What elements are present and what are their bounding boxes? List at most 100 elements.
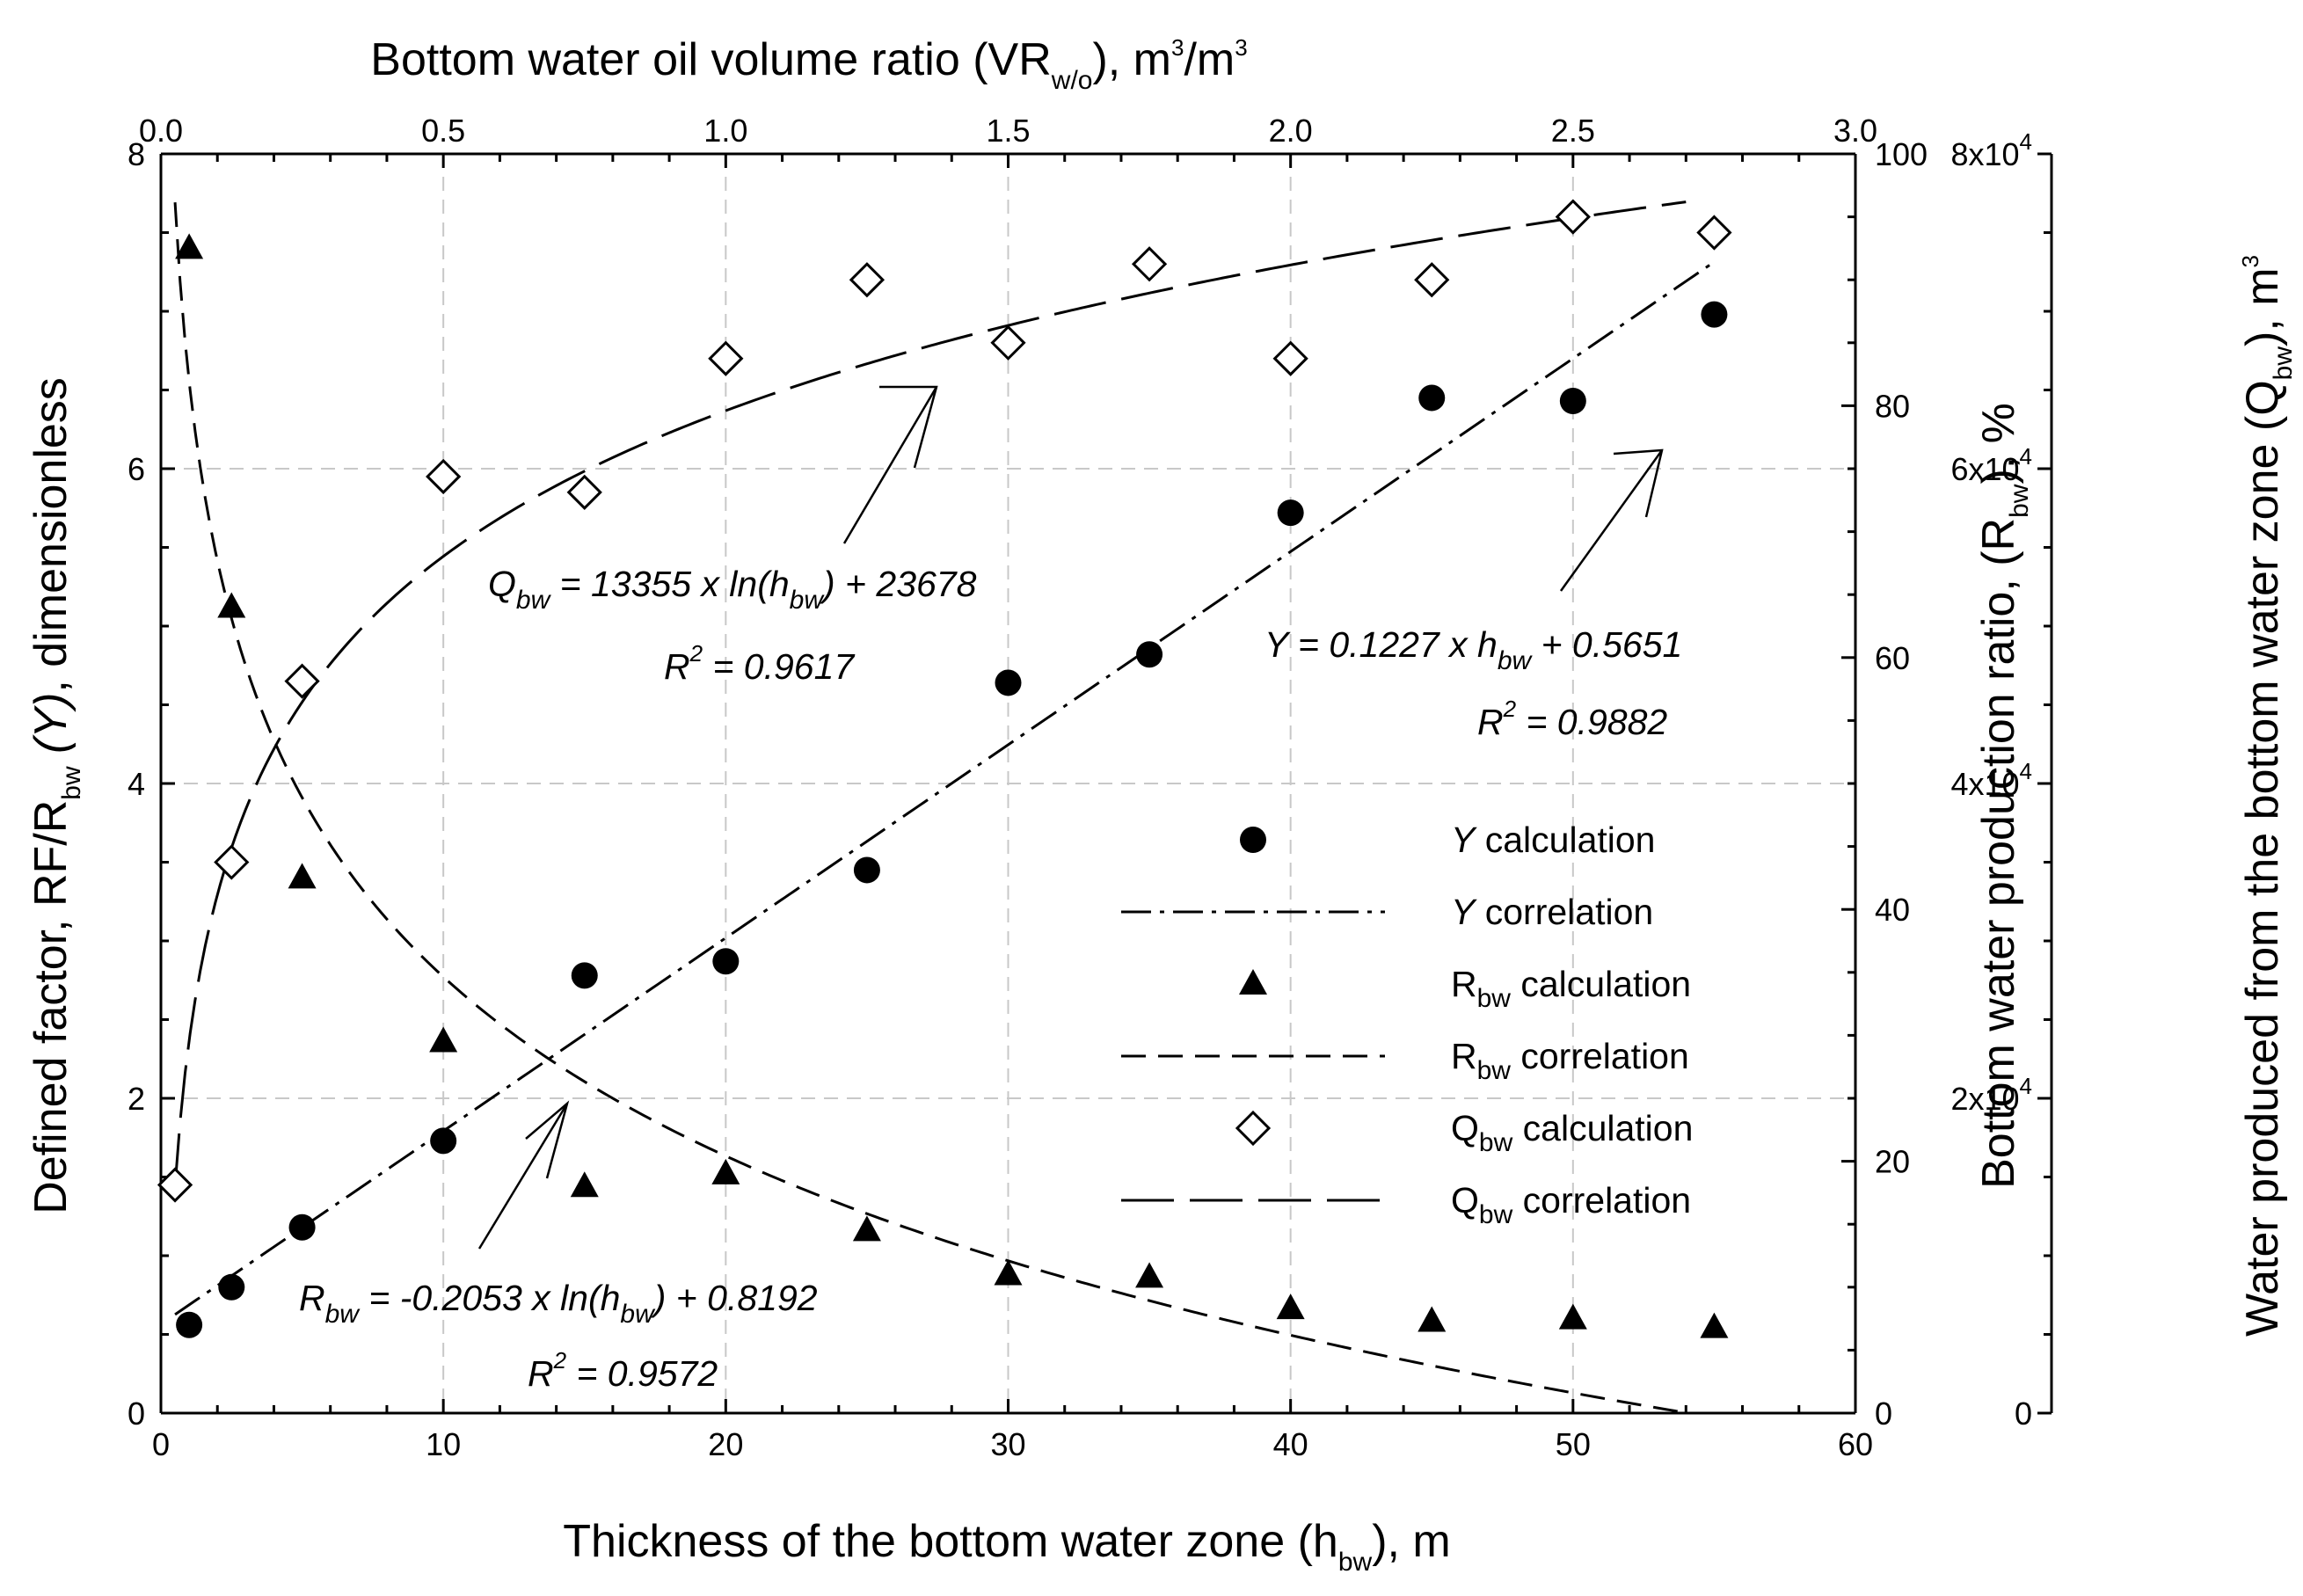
qbw-calculation-point — [426, 458, 462, 495]
annotation-q-arrow — [842, 386, 938, 544]
top-axis-title: Bottom water oil volume ratio (VRw/o), m… — [370, 34, 1247, 95]
annotation-r-equation: Rbw = -0.2053 x ln(hbw) + 0.8192 — [299, 1278, 818, 1329]
legend-symbol — [1239, 969, 1267, 995]
top-axis-tick-label: 0.0 — [139, 113, 183, 149]
legend-symbol — [1235, 1110, 1272, 1147]
legend-item: Y correlation — [1121, 892, 1653, 932]
rbw-calculation-point — [711, 1158, 740, 1184]
right-axis-2-tick-label: 6x104 — [1950, 443, 2032, 487]
y-calculation-point — [430, 1127, 457, 1155]
qbw-calculation-point — [284, 663, 320, 699]
y-calculation-point — [176, 1311, 203, 1338]
annotation-r: Rbw = -0.2053 x ln(hbw) + 0.8192 R2 = 0.… — [299, 1100, 818, 1394]
legend-item: Y calculation — [1240, 820, 1655, 860]
rbw-calculation-point — [429, 1026, 458, 1053]
y-calculation-point — [853, 856, 880, 884]
y-calculation-point — [218, 1273, 245, 1301]
left-axis-tick-label: 2 — [128, 1081, 145, 1117]
y-calculation-point — [1277, 499, 1304, 527]
bottom-axis-tick-label: 10 — [426, 1426, 461, 1462]
bottom-axis-tick-label: 0 — [152, 1426, 170, 1462]
legend-item: Qbw calculation — [1235, 1108, 1693, 1157]
right-axis-1-tick-label: 40 — [1875, 892, 1910, 928]
y-calculation-point — [1136, 641, 1163, 668]
data-points — [157, 199, 1732, 1338]
right-axis-1-title: Bottom water production ratio, (Rbw), % — [1973, 403, 2034, 1189]
rbw-calculation-point — [570, 1171, 599, 1198]
left-axis-tick-label: 8 — [128, 136, 145, 172]
legend-item: Rbw correlation — [1121, 1036, 1689, 1085]
annotation-y-r2: R2 = 0.9882 — [1477, 696, 1667, 742]
rbw-calculation-point — [288, 863, 317, 889]
annotation-q-arrowhead — [879, 385, 938, 469]
bottom-axis-tick-label: 30 — [990, 1426, 1025, 1462]
axes: 0 10 20 30 40 50 600.0 0.5 1.0 1.5 2.0 2.5 3.0024680… — [128, 113, 2053, 1462]
right-axis-1-tick-label: 60 — [1875, 640, 1910, 676]
legend: Y calculation Y correlation Rbw calculatio… — [1121, 820, 1693, 1229]
qbw-calculation-point — [849, 262, 885, 298]
rbw-calculation-point — [994, 1259, 1023, 1286]
legend-label: Rbw correlation — [1451, 1036, 1689, 1085]
legend-label: Rbw calculation — [1451, 964, 1691, 1013]
bottom-axis-title: Thickness of the bottom water zone (hbw)… — [563, 1516, 1450, 1577]
annotation-q-equation: Qbw = 13355 x ln(hbw) + 23678 — [488, 564, 977, 615]
y-calculation-point — [1559, 388, 1586, 415]
bottom-axis-tick-label: 40 — [1273, 1426, 1308, 1462]
right-axis-1-tick-label: 0 — [1875, 1396, 1892, 1432]
top-axis-tick-label: 0.5 — [421, 113, 465, 149]
right-axis-1-tick-label: 80 — [1875, 388, 1910, 424]
top-axis-tick-label: 2.0 — [1269, 113, 1313, 149]
top-axis-tick-label: 1.0 — [703, 113, 747, 149]
legend-label: Qbw correlation — [1451, 1180, 1691, 1229]
right-axis-2-tick-label: 4x104 — [1950, 758, 2032, 802]
annotation-y-arrowhead — [1613, 448, 1664, 518]
annotation-q: Qbw = 13355 x ln(hbw) + 23678 R2 = 0.961… — [488, 385, 977, 687]
qbw-calculation-point — [1272, 340, 1308, 376]
right-axis-1-tick-label: 20 — [1875, 1144, 1910, 1180]
annotation-y: Y = 0.1227 x hbw + 0.5651 R2 = 0.9882 — [1264, 448, 1682, 742]
top-axis-tick-label: 1.5 — [986, 113, 1030, 149]
legend-label: Y calculation — [1451, 820, 1655, 860]
annotation-q-r2: R2 = 0.9617 — [664, 640, 856, 687]
y-calculation-point — [995, 669, 1022, 696]
qbw-calculation-point — [566, 474, 602, 510]
legend-label: Y correlation — [1451, 892, 1653, 932]
left-axis-title: Defined factor, RF/Rbw (Y), dimensionles… — [26, 377, 86, 1214]
bottom-axis-tick-label: 20 — [708, 1426, 743, 1462]
legend-item: Qbw correlation — [1121, 1180, 1691, 1229]
qbw-calculation-point — [214, 844, 250, 880]
top-axis-tick-label: 3.0 — [1833, 113, 1877, 149]
right-axis-2-title: Water produced from the bottom water zon… — [2237, 255, 2298, 1337]
rbw-calculation-point — [1276, 1294, 1305, 1320]
bottom-axis-tick-label: 60 — [1838, 1426, 1873, 1462]
qbw-correlation-line — [173, 200, 1687, 1186]
y-calculation-point — [288, 1213, 316, 1241]
annotation-y-arrow — [1559, 449, 1664, 592]
right-axis-2-tick-label: 2x104 — [1950, 1073, 2032, 1117]
rbw-calculation-point — [175, 233, 204, 259]
rbw-correlation-line — [173, 202, 1687, 1415]
qbw-calculation-point — [1555, 199, 1591, 235]
right-axis-2-tick-label: 8x104 — [1950, 128, 2032, 172]
annotation-y-equation: Y = 0.1227 x hbw + 0.5651 — [1264, 624, 1682, 675]
legend-item: Rbw calculation — [1239, 964, 1691, 1013]
left-axis-tick-label: 0 — [128, 1396, 145, 1432]
y-calculation-point — [1701, 301, 1728, 328]
correlation-curves — [173, 200, 1716, 1415]
rbw-calculation-point — [1558, 1303, 1587, 1330]
y-calculation-point — [1418, 384, 1446, 412]
annotation-r-r2: R2 = 0.9572 — [528, 1347, 718, 1394]
qbw-calculation-point — [1131, 246, 1168, 282]
legend-symbol — [1240, 827, 1266, 853]
right-axis-2-tick-label: 0 — [2015, 1396, 2032, 1432]
rbw-calculation-point — [1135, 1262, 1164, 1288]
rbw-calculation-point — [217, 592, 246, 618]
y-calculation-point — [712, 948, 740, 975]
rbw-calculation-point — [1700, 1312, 1729, 1338]
annotation-r-arrow — [477, 1103, 569, 1250]
legend-label: Qbw calculation — [1451, 1108, 1693, 1157]
left-axis-tick-label: 6 — [128, 451, 145, 487]
right-axis-1-tick-label: 100 — [1875, 136, 1928, 172]
qbw-calculation-point — [157, 1167, 193, 1203]
